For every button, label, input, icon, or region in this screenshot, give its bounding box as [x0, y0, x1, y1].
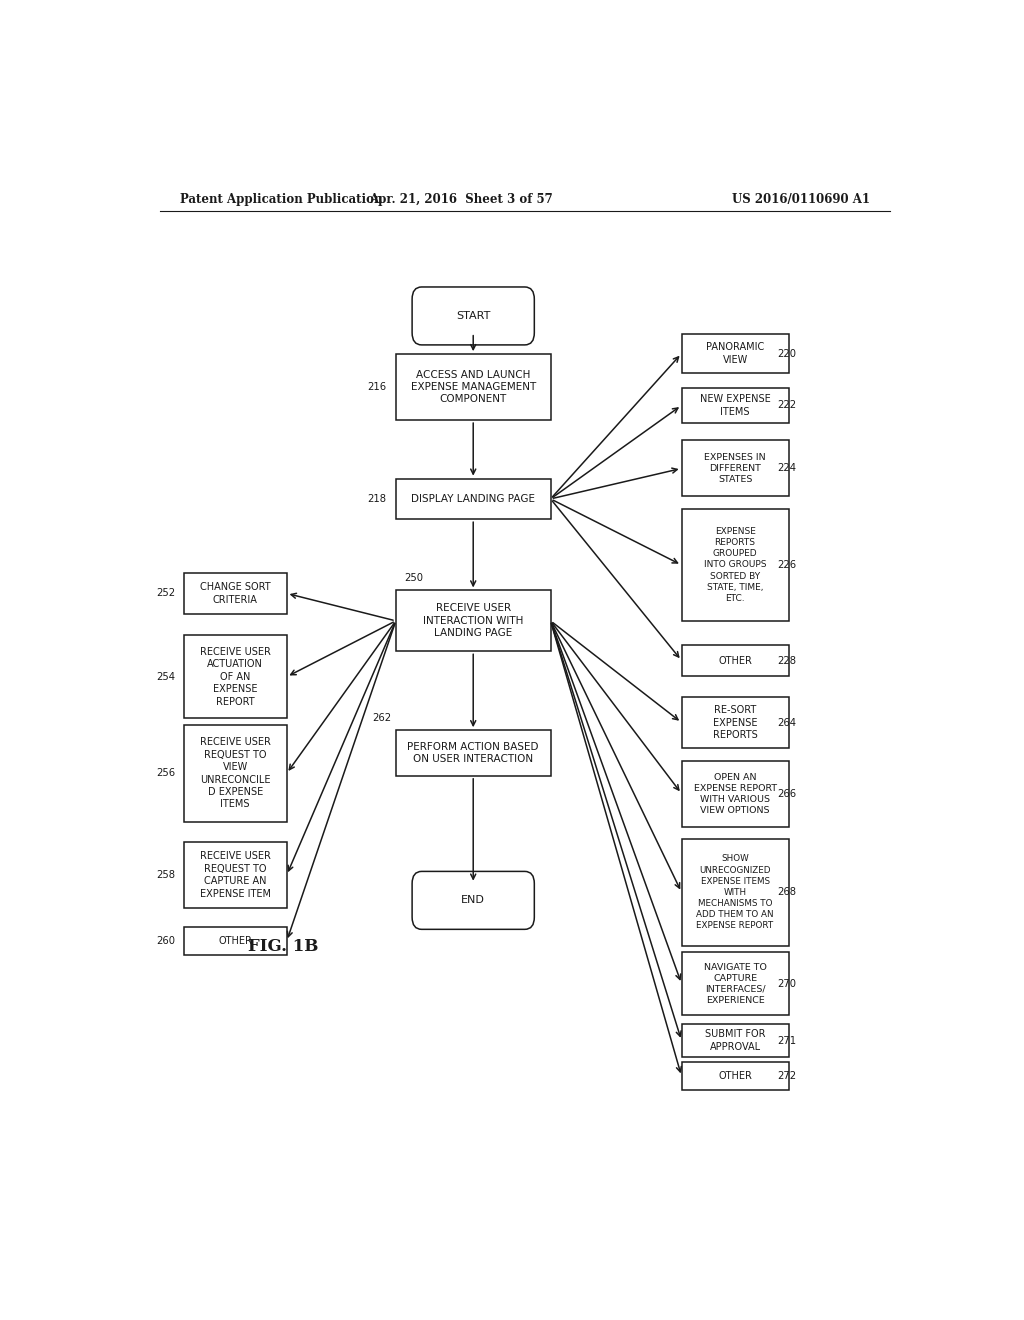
FancyBboxPatch shape: [682, 952, 788, 1015]
FancyBboxPatch shape: [183, 573, 287, 614]
FancyBboxPatch shape: [396, 479, 551, 519]
FancyBboxPatch shape: [183, 725, 287, 821]
FancyBboxPatch shape: [396, 730, 551, 776]
FancyBboxPatch shape: [412, 871, 535, 929]
Text: 272: 272: [777, 1072, 797, 1081]
Text: US 2016/0110690 A1: US 2016/0110690 A1: [732, 193, 870, 206]
Text: SUBMIT FOR
APPROVAL: SUBMIT FOR APPROVAL: [705, 1030, 765, 1052]
FancyBboxPatch shape: [682, 1063, 788, 1090]
FancyBboxPatch shape: [682, 1024, 788, 1057]
Text: 258: 258: [157, 870, 176, 880]
Text: FIG. 1B: FIG. 1B: [248, 937, 317, 954]
Text: 256: 256: [157, 768, 176, 779]
FancyBboxPatch shape: [396, 354, 551, 420]
FancyBboxPatch shape: [682, 388, 788, 424]
FancyBboxPatch shape: [682, 334, 788, 372]
FancyBboxPatch shape: [183, 928, 287, 954]
Text: OPEN AN
EXPENSE REPORT
WITH VARIOUS
VIEW OPTIONS: OPEN AN EXPENSE REPORT WITH VARIOUS VIEW…: [693, 772, 776, 814]
Text: NAVIGATE TO
CAPTURE
INTERFACES/
EXPERIENCE: NAVIGATE TO CAPTURE INTERFACES/ EXPERIEN…: [703, 962, 767, 1005]
Text: NEW EXPENSE
ITEMS: NEW EXPENSE ITEMS: [699, 395, 770, 417]
Text: 260: 260: [157, 936, 176, 946]
Text: END: END: [461, 895, 485, 906]
FancyBboxPatch shape: [183, 635, 287, 718]
Text: RECEIVE USER
ACTUATION
OF AN
EXPENSE
REPORT: RECEIVE USER ACTUATION OF AN EXPENSE REP…: [200, 647, 270, 706]
Text: SHOW
UNRECOGNIZED
EXPENSE ITEMS
WITH
MECHANISMS TO
ADD THEM TO AN
EXPENSE REPORT: SHOW UNRECOGNIZED EXPENSE ITEMS WITH MEC…: [696, 854, 774, 931]
FancyBboxPatch shape: [412, 286, 535, 345]
Text: RECEIVE USER
REQUEST TO
CAPTURE AN
EXPENSE ITEM: RECEIVE USER REQUEST TO CAPTURE AN EXPEN…: [200, 851, 270, 899]
Text: ACCESS AND LAUNCH
EXPENSE MANAGEMENT
COMPONENT: ACCESS AND LAUNCH EXPENSE MANAGEMENT COM…: [411, 370, 536, 404]
FancyBboxPatch shape: [682, 760, 788, 826]
Text: Apr. 21, 2016  Sheet 3 of 57: Apr. 21, 2016 Sheet 3 of 57: [370, 193, 553, 206]
Text: 254: 254: [157, 672, 176, 681]
FancyBboxPatch shape: [682, 840, 788, 945]
FancyBboxPatch shape: [682, 697, 788, 748]
Text: 266: 266: [777, 788, 797, 799]
Text: EXPENSES IN
DIFFERENT
STATES: EXPENSES IN DIFFERENT STATES: [705, 453, 766, 484]
Text: RECEIVE USER
INTERACTION WITH
LANDING PAGE: RECEIVE USER INTERACTION WITH LANDING PA…: [423, 603, 523, 639]
Text: 224: 224: [777, 463, 797, 474]
Text: RE-SORT
EXPENSE
REPORTS: RE-SORT EXPENSE REPORTS: [713, 705, 758, 741]
Text: 228: 228: [777, 656, 797, 665]
FancyBboxPatch shape: [396, 590, 551, 651]
FancyBboxPatch shape: [682, 441, 788, 496]
Text: RECEIVE USER
REQUEST TO
VIEW
UNRECONCILE
D EXPENSE
ITEMS: RECEIVE USER REQUEST TO VIEW UNRECONCILE…: [200, 738, 270, 809]
Text: Patent Application Publication: Patent Application Publication: [179, 193, 382, 206]
Text: EXPENSE
REPORTS
GROUPED
INTO GROUPS
SORTED BY
STATE, TIME,
ETC.: EXPENSE REPORTS GROUPED INTO GROUPS SORT…: [703, 527, 766, 603]
Text: PANORAMIC
VIEW: PANORAMIC VIEW: [706, 342, 764, 364]
FancyBboxPatch shape: [682, 645, 788, 676]
Text: OTHER: OTHER: [218, 936, 252, 946]
Text: 270: 270: [777, 978, 797, 989]
FancyBboxPatch shape: [682, 510, 788, 620]
Text: 271: 271: [777, 1036, 797, 1045]
Text: OTHER: OTHER: [718, 1072, 752, 1081]
Text: 220: 220: [777, 348, 797, 359]
Text: 222: 222: [777, 400, 797, 411]
Text: 262: 262: [373, 713, 392, 723]
Text: 264: 264: [777, 718, 797, 727]
Text: 218: 218: [368, 494, 386, 504]
Text: DISPLAY LANDING PAGE: DISPLAY LANDING PAGE: [412, 494, 536, 504]
Text: OTHER: OTHER: [718, 656, 752, 665]
Text: 226: 226: [777, 560, 797, 570]
Text: 268: 268: [777, 887, 797, 898]
Text: 252: 252: [157, 589, 176, 598]
Text: CHANGE SORT
CRITERIA: CHANGE SORT CRITERIA: [200, 582, 270, 605]
Text: 250: 250: [403, 573, 423, 583]
FancyBboxPatch shape: [183, 842, 287, 908]
Text: PERFORM ACTION BASED
ON USER INTERACTION: PERFORM ACTION BASED ON USER INTERACTION: [408, 742, 539, 764]
Text: START: START: [456, 312, 490, 321]
Text: 216: 216: [368, 381, 386, 392]
